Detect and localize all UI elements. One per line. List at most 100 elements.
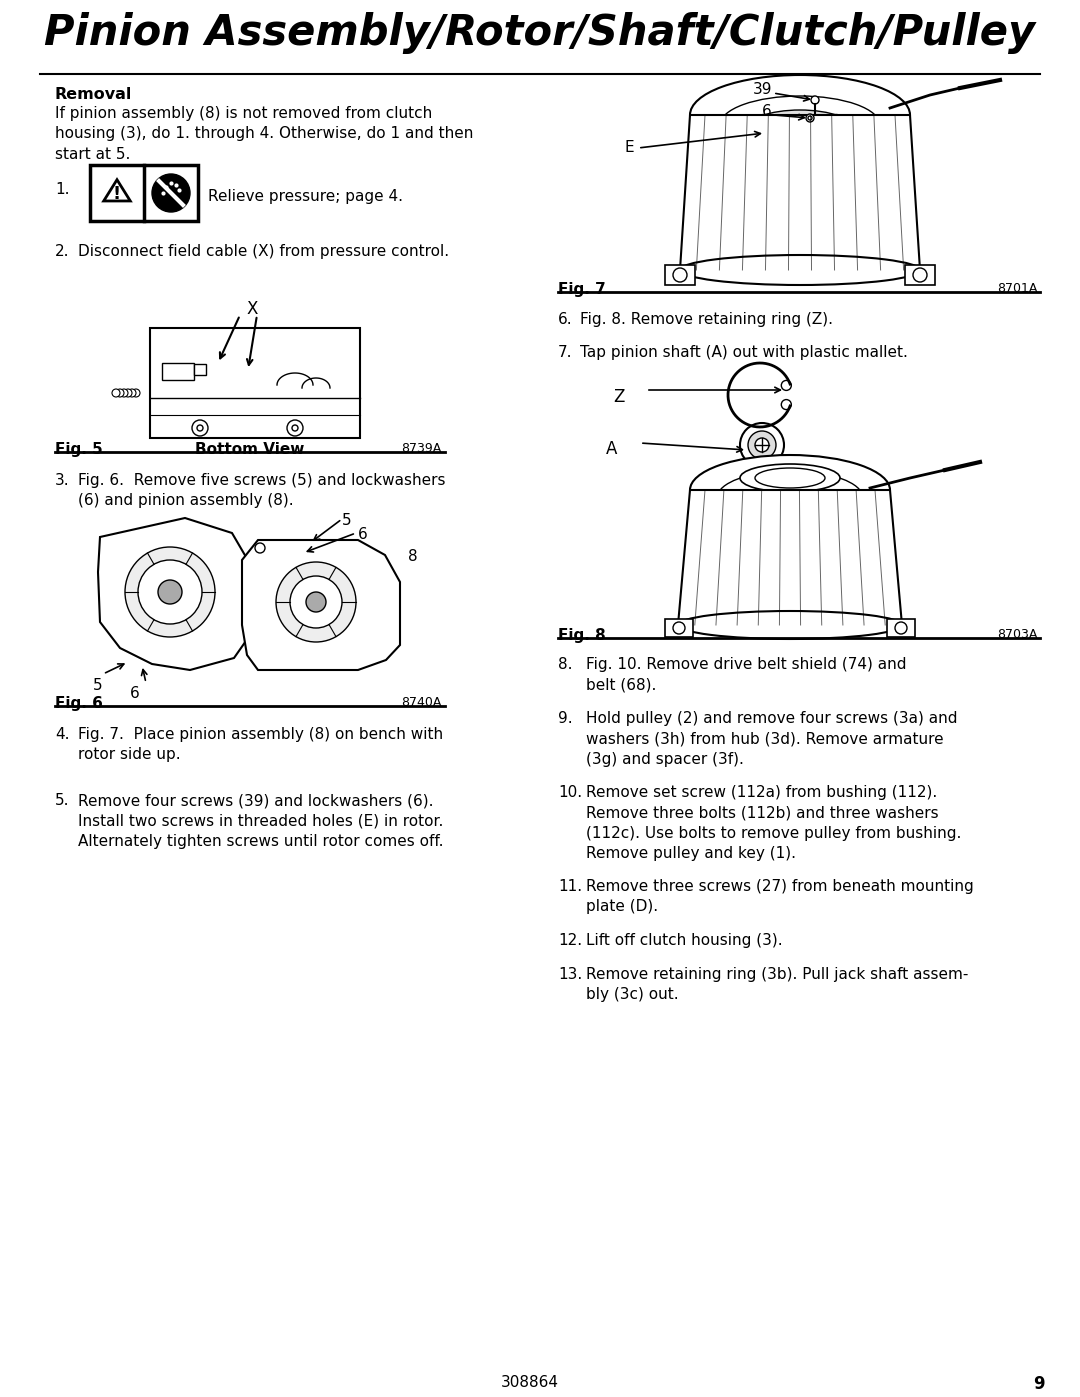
Bar [665, 619, 693, 637]
Text: 8: 8 [408, 549, 418, 564]
Text: Fig. 8: Fig. 8 [558, 629, 606, 643]
Text: Z: Z [613, 388, 624, 407]
Circle shape [806, 115, 814, 122]
Bar [887, 619, 915, 637]
Text: Lift off clutch housing (3).: Lift off clutch housing (3). [586, 933, 783, 949]
Circle shape [152, 175, 190, 212]
Bar [150, 328, 360, 439]
Circle shape [291, 576, 342, 629]
Text: Fig. 5: Fig. 5 [55, 441, 103, 457]
Text: Relieve pressure; page 4.: Relieve pressure; page 4. [208, 189, 403, 204]
Circle shape [255, 543, 265, 553]
Text: 308864: 308864 [501, 1375, 559, 1390]
Text: 8740A: 8740A [401, 696, 441, 710]
Text: Fig. 6: Fig. 6 [55, 696, 103, 711]
Text: 13.: 13. [558, 967, 582, 982]
Text: 39: 39 [753, 82, 772, 98]
Text: Bottom View: Bottom View [195, 441, 305, 457]
Circle shape [895, 622, 907, 634]
Text: Remove retaining ring (3b). Pull jack shaft assem-
bly (3c) out.: Remove retaining ring (3b). Pull jack sh… [586, 967, 969, 1003]
Circle shape [116, 388, 124, 397]
Text: Fig. 8. Remove retaining ring (Z).: Fig. 8. Remove retaining ring (Z). [580, 312, 833, 327]
Text: 4.: 4. [55, 726, 69, 742]
Text: 5: 5 [93, 678, 103, 693]
Circle shape [125, 548, 215, 637]
Circle shape [795, 137, 805, 147]
Circle shape [673, 622, 685, 634]
Polygon shape [104, 180, 131, 201]
Text: Remove set screw (112a) from bushing (112).
Remove three bolts (112b) and three : Remove set screw (112a) from bushing (11… [586, 785, 961, 861]
Ellipse shape [745, 110, 855, 149]
Text: 8703A: 8703A [997, 629, 1037, 641]
Text: 6.: 6. [558, 312, 572, 327]
Text: 5.: 5. [55, 793, 69, 807]
Circle shape [913, 268, 927, 282]
Circle shape [781, 380, 792, 390]
Bar [162, 363, 194, 380]
Text: 6: 6 [130, 686, 139, 701]
Text: 1.: 1. [55, 182, 69, 197]
Text: Remove four screws (39) and lockwashers (6).
Install two screws in threaded hole: Remove four screws (39) and lockwashers … [78, 793, 444, 849]
Text: Hold pulley (2) and remove four screws (3a) and
washers (3h) from hub (3d). Remo: Hold pulley (2) and remove four screws (… [586, 711, 958, 767]
Circle shape [158, 580, 183, 604]
Bar [194, 365, 206, 374]
Text: Tap pinion shaft (A) out with plastic mallet.: Tap pinion shaft (A) out with plastic ma… [580, 345, 908, 360]
Circle shape [287, 420, 303, 436]
Text: 9.: 9. [558, 711, 572, 726]
Text: 8.: 8. [558, 657, 572, 672]
Circle shape [112, 388, 120, 397]
Circle shape [138, 560, 202, 624]
Text: A: A [606, 440, 618, 458]
Ellipse shape [678, 610, 902, 638]
Text: 6: 6 [762, 105, 772, 120]
Text: If pinion assembly (8) is not removed from clutch
housing (3), do 1. through 4. : If pinion assembly (8) is not removed fr… [55, 106, 473, 162]
Text: 7.: 7. [558, 345, 572, 360]
Ellipse shape [765, 117, 835, 142]
Polygon shape [242, 541, 400, 671]
Text: 12.: 12. [558, 933, 582, 949]
Ellipse shape [720, 96, 880, 154]
Circle shape [306, 592, 326, 612]
Ellipse shape [760, 490, 820, 511]
Text: !: ! [113, 184, 121, 203]
Polygon shape [680, 115, 920, 270]
Text: Disconnect field cable (X) from pressure control.: Disconnect field cable (X) from pressure… [78, 244, 449, 258]
Polygon shape [678, 490, 902, 624]
Ellipse shape [680, 256, 920, 285]
Text: Fig. 7.  Place pinion assembly (8) on bench with
rotor side up.: Fig. 7. Place pinion assembly (8) on ben… [78, 726, 443, 763]
Text: 11.: 11. [558, 879, 582, 894]
Circle shape [781, 400, 792, 409]
Ellipse shape [740, 464, 840, 492]
Bar [665, 265, 696, 285]
Text: 9: 9 [1034, 1375, 1045, 1393]
Circle shape [748, 432, 777, 460]
Text: 3.: 3. [55, 474, 69, 488]
Text: X: X [246, 300, 258, 319]
Circle shape [832, 115, 841, 124]
Circle shape [758, 115, 769, 124]
Text: E: E [625, 141, 635, 155]
Circle shape [192, 420, 208, 436]
Text: 8701A: 8701A [997, 282, 1037, 295]
Text: 5: 5 [342, 513, 352, 528]
Bar [754, 467, 770, 507]
Ellipse shape [755, 468, 825, 488]
Text: Remove three screws (27) from beneath mounting
plate (D).: Remove three screws (27) from beneath mo… [586, 879, 974, 915]
Ellipse shape [690, 455, 890, 525]
Circle shape [740, 423, 784, 467]
Ellipse shape [690, 75, 910, 155]
Circle shape [673, 268, 687, 282]
Bar [90, 165, 198, 221]
Text: Fig. 7: Fig. 7 [558, 282, 606, 298]
Circle shape [292, 425, 298, 432]
Circle shape [132, 388, 140, 397]
Circle shape [129, 388, 136, 397]
Circle shape [811, 96, 819, 103]
Text: Fig. 6.  Remove five screws (5) and lockwashers
(6) and pinion assembly (8).: Fig. 6. Remove five screws (5) and lockw… [78, 474, 446, 509]
Text: 8739A: 8739A [401, 441, 441, 455]
Text: Pinion Assembly/Rotor/Shaft/Clutch/Pulley: Pinion Assembly/Rotor/Shaft/Clutch/Pulle… [44, 13, 1036, 54]
Text: Fig. 10. Remove drive belt shield (74) and
belt (68).: Fig. 10. Remove drive belt shield (74) a… [586, 657, 906, 693]
Circle shape [120, 388, 129, 397]
Ellipse shape [717, 471, 863, 522]
Text: 6: 6 [357, 527, 368, 542]
